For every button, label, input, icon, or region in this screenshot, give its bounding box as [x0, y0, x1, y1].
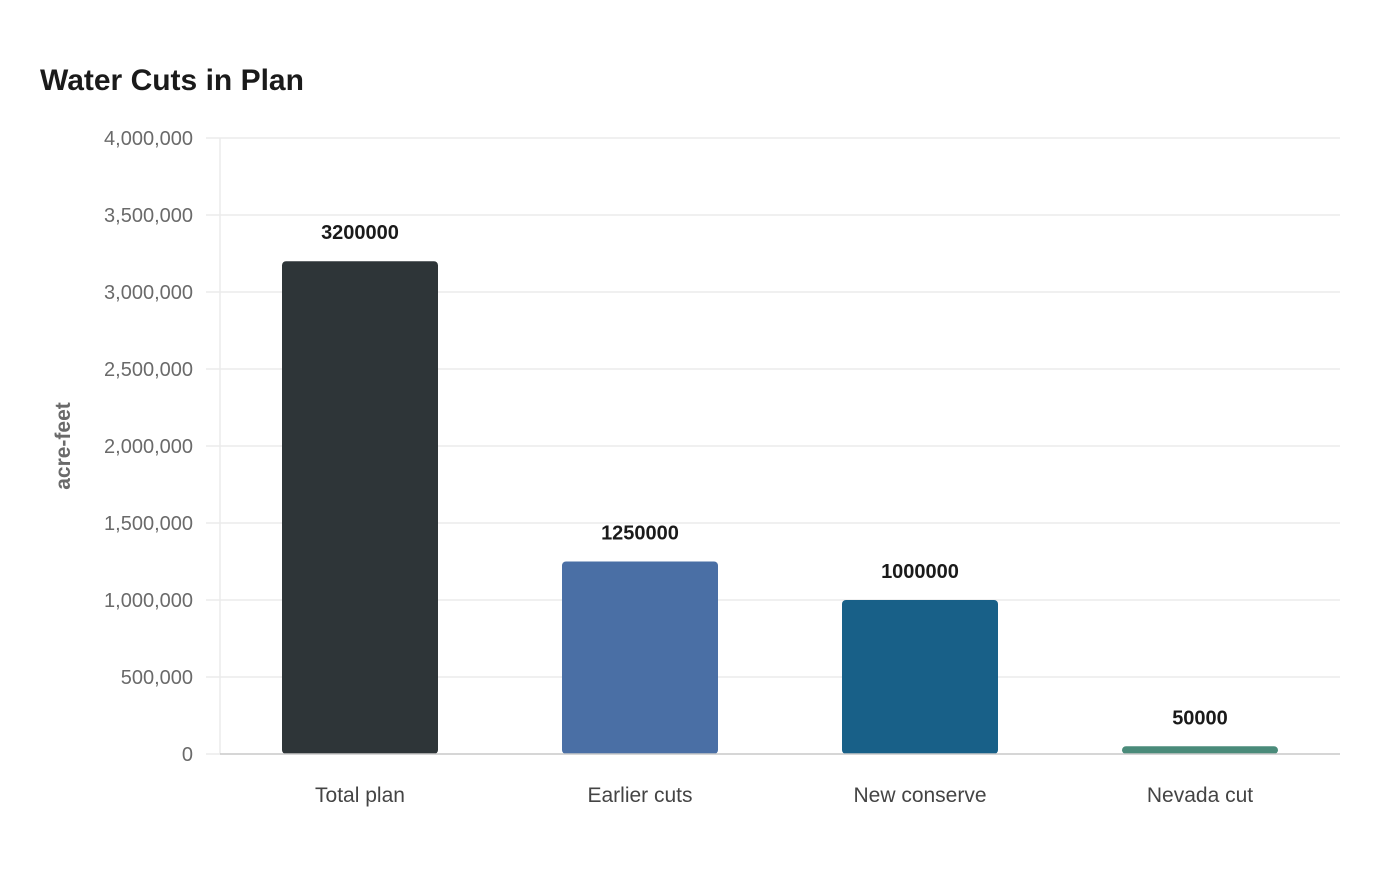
bar [842, 600, 998, 754]
y-tick-label: 1,000,000 [104, 590, 193, 612]
data-labels: 3200000 1250000 1000000 50000 [321, 222, 1228, 729]
bar [562, 561, 718, 754]
y-axis-ticks: 0 500,000 1,000,000 1,500,000 2,000,000 2,500… [104, 128, 193, 766]
data-label: 1250000 [601, 523, 679, 545]
y-tick-label: 2,000,000 [104, 436, 193, 458]
chart-title: Water Cuts in Plan [40, 64, 304, 97]
y-tick-label: 0 [182, 744, 193, 766]
y-tick-label: 4,000,000 [104, 128, 193, 150]
y-tick-label: 500,000 [121, 667, 193, 689]
y-tick-label: 3,500,000 [104, 205, 193, 227]
x-tick-label: Nevada cut [1147, 784, 1253, 807]
data-label: 3200000 [321, 222, 399, 244]
data-label: 1000000 [881, 561, 959, 583]
x-tick-label: Earlier cuts [587, 784, 692, 807]
x-tick-label: Total plan [315, 784, 405, 807]
x-axis-ticks: Total plan Earlier cuts New conserve Nevada… [315, 784, 1253, 807]
bars [282, 261, 1278, 754]
y-axis-label: acre-feet [52, 402, 75, 490]
bar [282, 261, 438, 754]
y-tick-label: 3,000,000 [104, 282, 193, 304]
x-tick-label: New conserve [853, 784, 986, 807]
y-tick-label: 2,500,000 [104, 359, 193, 381]
bar [1122, 746, 1278, 754]
y-tick-label: 1,500,000 [104, 513, 193, 535]
data-label: 50000 [1172, 707, 1228, 729]
